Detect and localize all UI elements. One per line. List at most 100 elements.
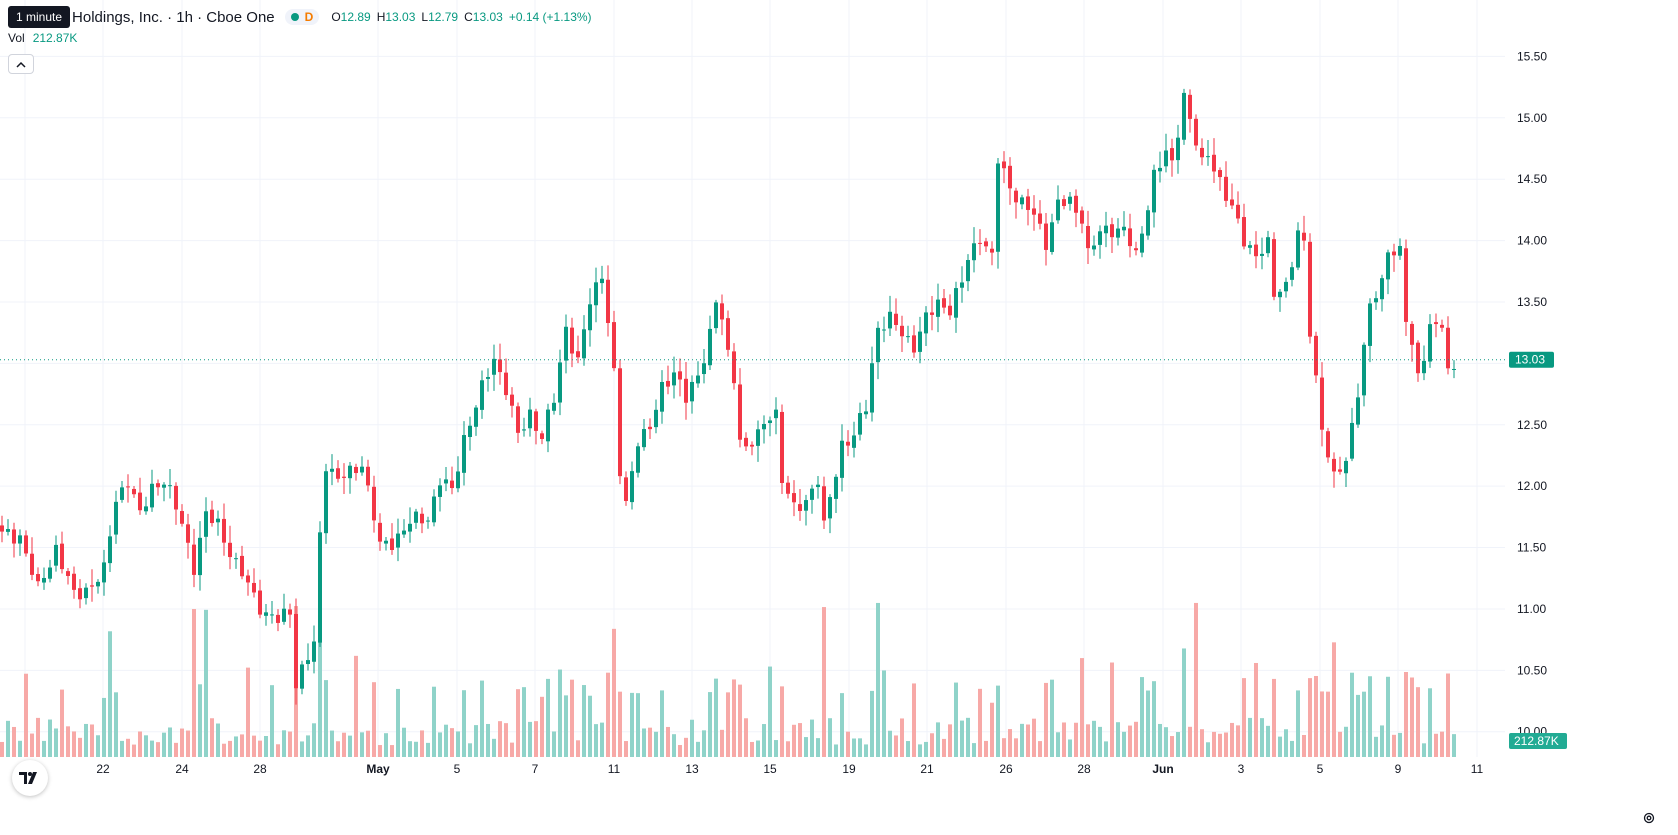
candle-body bbox=[528, 409, 532, 429]
candle-body bbox=[816, 484, 820, 488]
candle-body bbox=[1092, 245, 1096, 250]
volume-bar bbox=[180, 728, 184, 757]
candle-body bbox=[714, 302, 718, 329]
volume-bar bbox=[474, 725, 478, 757]
candle-body bbox=[444, 479, 448, 484]
gear-icon[interactable] bbox=[1642, 811, 1656, 828]
volume-bar bbox=[444, 724, 448, 757]
candle-body bbox=[1146, 210, 1150, 236]
volume-bar bbox=[786, 741, 790, 757]
volume-bar bbox=[618, 691, 622, 757]
volume-bar bbox=[558, 669, 562, 757]
volume-bar bbox=[798, 723, 802, 757]
candle-body bbox=[252, 582, 256, 593]
volume-bar bbox=[828, 718, 832, 757]
candle-body bbox=[1038, 213, 1042, 224]
volume-bar bbox=[132, 744, 136, 757]
candle-body bbox=[678, 371, 682, 380]
volume-bar bbox=[258, 740, 262, 757]
candle-body bbox=[1392, 251, 1396, 256]
volume-bar bbox=[192, 609, 196, 757]
candle-body bbox=[852, 435, 856, 448]
volume-bar bbox=[198, 684, 202, 757]
volume-bar bbox=[1170, 736, 1174, 757]
volume-bar bbox=[1320, 691, 1324, 757]
candle-body bbox=[1152, 169, 1156, 213]
volume-bar bbox=[576, 740, 580, 757]
candle-body bbox=[1002, 161, 1006, 169]
candle-body bbox=[138, 492, 142, 511]
volume-bar bbox=[1326, 691, 1330, 757]
volume-bar bbox=[780, 686, 784, 757]
last-price-label: 13.03 bbox=[1509, 351, 1554, 368]
candle-body bbox=[612, 322, 616, 369]
candle-body bbox=[1296, 230, 1300, 268]
volume-bar bbox=[432, 686, 436, 757]
tradingview-logo-icon[interactable] bbox=[12, 760, 48, 796]
symbol-legend: 1 minute Holdings, Inc. · 1h · Cboe One … bbox=[8, 6, 592, 28]
candle-body bbox=[588, 304, 592, 331]
volume-bar bbox=[1176, 732, 1180, 757]
candle-body bbox=[132, 488, 136, 495]
candle-body bbox=[432, 496, 436, 523]
volume-bar bbox=[90, 724, 94, 757]
volume-bar bbox=[414, 741, 418, 757]
volume-bar bbox=[678, 745, 682, 757]
volume-bar bbox=[234, 736, 238, 757]
symbol-title[interactable]: Holdings, Inc. · 1h · Cboe One bbox=[72, 8, 275, 26]
price-tick-label: 15.00 bbox=[1517, 111, 1547, 125]
volume-bar bbox=[612, 628, 616, 757]
candle-body bbox=[810, 488, 814, 500]
candle-body bbox=[258, 590, 262, 615]
candle-body bbox=[474, 407, 478, 427]
volume-bar bbox=[528, 721, 532, 757]
candle-body bbox=[936, 299, 940, 317]
volume-bar bbox=[288, 731, 292, 757]
volume-bar bbox=[468, 743, 472, 757]
volume-bar bbox=[1338, 731, 1342, 757]
candle-body bbox=[126, 486, 130, 488]
volume-value: 212.87K bbox=[32, 31, 78, 45]
ohlc-open: O12.89 bbox=[331, 10, 371, 24]
candle-body bbox=[924, 312, 928, 334]
candle-body bbox=[1122, 226, 1126, 231]
volume-bar bbox=[708, 692, 712, 757]
candle-body bbox=[960, 282, 964, 288]
candle-body bbox=[1056, 199, 1060, 221]
candle-body bbox=[618, 368, 622, 477]
candle-body bbox=[1368, 303, 1372, 346]
volume-bar bbox=[456, 731, 460, 757]
volume-bar bbox=[1002, 738, 1006, 757]
volume-bar bbox=[450, 728, 454, 757]
candle-body bbox=[114, 501, 118, 535]
volume-bar bbox=[24, 673, 28, 757]
volume-bar bbox=[36, 717, 40, 757]
volume-bar bbox=[420, 730, 424, 757]
volume-bar bbox=[720, 729, 724, 757]
time-axis: 20222428May5711131519212628Jun35911 bbox=[18, 762, 1483, 776]
volume-bar bbox=[30, 733, 34, 757]
candle-body bbox=[744, 437, 748, 447]
interval-badge: D bbox=[304, 10, 314, 24]
candle-body bbox=[822, 486, 826, 521]
volume-bar bbox=[1032, 718, 1036, 757]
market-status[interactable]: D bbox=[284, 9, 320, 25]
candle-body bbox=[558, 362, 562, 403]
candle-body bbox=[546, 409, 550, 442]
candle-body bbox=[90, 585, 94, 587]
volume-bar bbox=[78, 737, 82, 757]
volume-bar bbox=[354, 655, 358, 757]
candle-body bbox=[1314, 335, 1318, 376]
volume-bar bbox=[726, 692, 730, 757]
time-tick-label: 13 bbox=[685, 762, 699, 776]
volume-bar bbox=[1074, 722, 1078, 757]
collapse-legend-button[interactable] bbox=[8, 54, 34, 74]
volume-bar bbox=[156, 742, 160, 757]
candle-body bbox=[1386, 252, 1390, 280]
volume-bar bbox=[1026, 724, 1030, 757]
volume-bar bbox=[84, 723, 88, 757]
candle-body bbox=[1254, 244, 1258, 257]
volume-bar bbox=[144, 735, 148, 757]
candle-body bbox=[390, 538, 394, 550]
